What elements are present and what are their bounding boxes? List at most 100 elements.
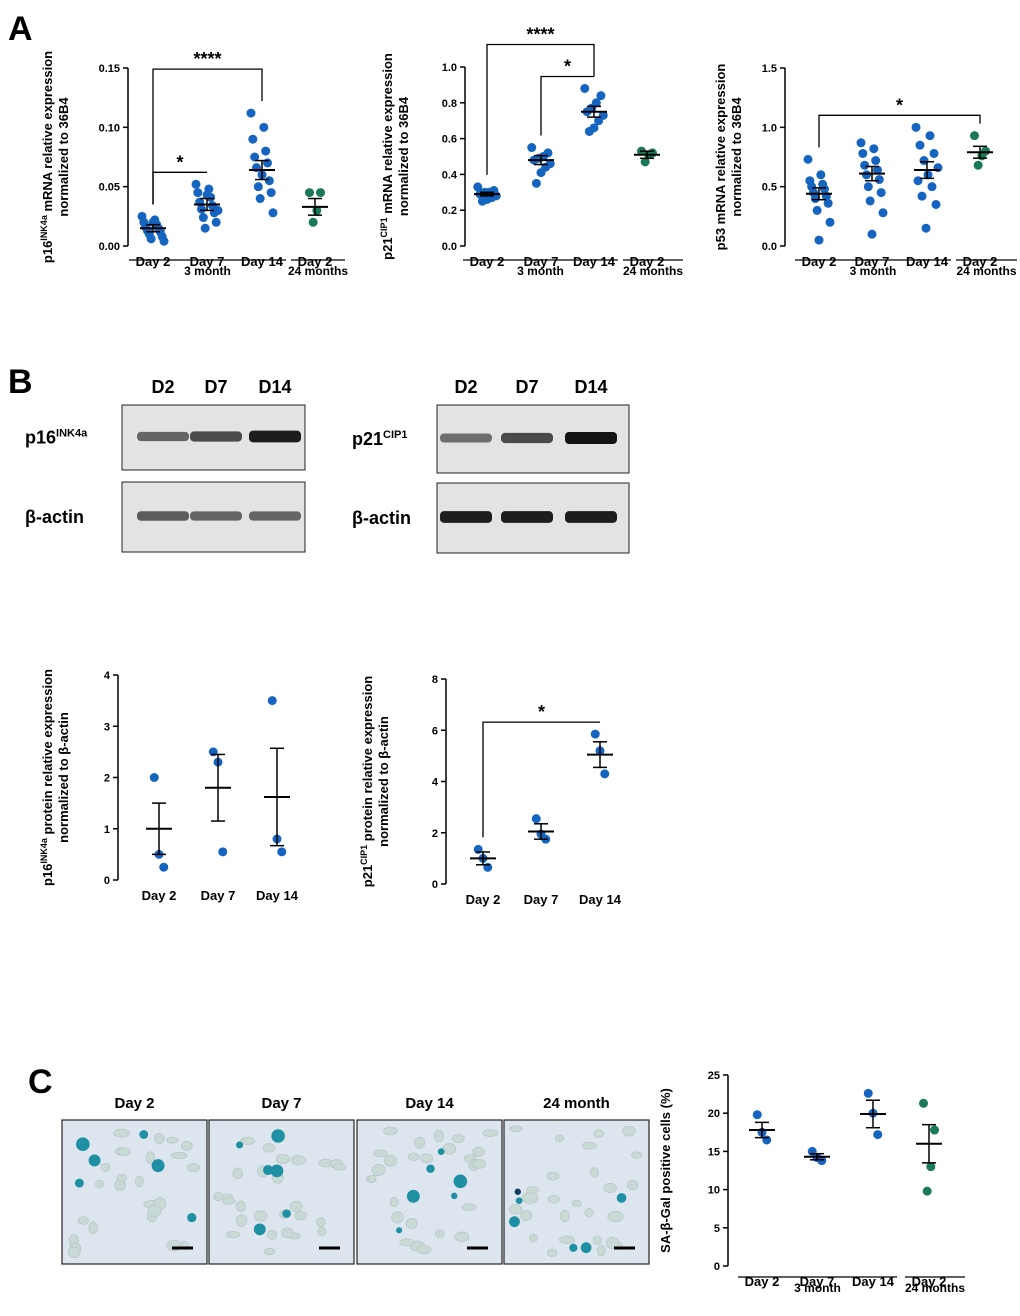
data-point <box>970 131 979 141</box>
micrograph-stained-cell <box>270 1164 284 1178</box>
micrograph-cell <box>631 1151 643 1159</box>
micrograph-cell <box>367 1174 377 1183</box>
y-tick-label: 0.10 <box>99 122 120 134</box>
micrograph-cell <box>414 1136 426 1149</box>
x-category-label: Day 14 <box>241 254 284 269</box>
micrograph-cell <box>607 1210 624 1223</box>
data-point <box>931 199 941 209</box>
data-point <box>596 91 606 101</box>
micrograph-title: Day 2 <box>114 1095 154 1112</box>
micrograph-cell <box>294 1211 308 1221</box>
data-point <box>146 234 156 244</box>
data-point <box>202 190 212 200</box>
micrograph-cell <box>526 1186 539 1194</box>
micrograph-stained-cell <box>406 1189 420 1203</box>
data-point <box>923 170 933 180</box>
x-category-label: Day 2 <box>912 1274 947 1289</box>
x-category-label: Day 14 <box>906 254 949 269</box>
data-point <box>584 126 594 136</box>
micrograph-cell <box>433 1129 444 1143</box>
data-point <box>477 196 487 206</box>
blot-row-label: p21CIP1 <box>352 429 408 449</box>
x-category-label: Day 14 <box>256 888 299 903</box>
micrograph-cell <box>383 1154 397 1167</box>
micrograph-cell <box>317 1226 327 1237</box>
micrograph-cell <box>316 1217 326 1228</box>
y-tick-label: 4 <box>432 777 439 789</box>
micrograph-cell <box>371 1164 386 1177</box>
data-point <box>266 188 276 198</box>
micrograph-cell <box>472 1146 485 1157</box>
y-tick-label: 0.8 <box>442 98 457 110</box>
micrograph-cell <box>213 1191 224 1202</box>
data-point <box>878 208 888 218</box>
y-tick-label: 8 <box>432 674 438 686</box>
y-tick-label: 0.05 <box>99 182 120 194</box>
significance-label: * <box>538 702 545 722</box>
y-tick-label: 0.2 <box>442 205 457 217</box>
blot-row-label: p16INK4a <box>25 428 88 448</box>
micrograph-cell <box>389 1197 399 1208</box>
micrograph-cell <box>399 1238 415 1247</box>
data-point <box>817 1156 827 1166</box>
data-point <box>159 236 169 246</box>
data-point <box>873 165 882 175</box>
data-point <box>531 178 541 188</box>
chart-p16-protein: 0 1 2 3 4 p16INK4a protein relative expressio… <box>39 669 299 903</box>
group-label: 3 month <box>850 264 897 278</box>
micrograph-cell <box>235 1214 248 1227</box>
micrograph-stained-cell <box>76 1137 90 1152</box>
data-point <box>871 156 881 166</box>
x-category-label: Day 2 <box>802 254 837 269</box>
y-axis-label-line2: normalized to β-actin <box>56 712 71 843</box>
data-point <box>250 152 260 162</box>
micrograph-cell <box>529 1233 538 1243</box>
data-point <box>929 148 939 158</box>
micrograph-cell <box>148 1205 162 1217</box>
data-point <box>858 148 868 158</box>
significance-label: * <box>176 152 183 172</box>
data-point <box>925 131 935 141</box>
x-category-label: Day 7 <box>524 254 559 269</box>
blot-band <box>249 511 301 521</box>
data-point <box>198 213 208 223</box>
micrograph-stained-cell <box>616 1193 627 1203</box>
y-axis-label: p21CIP1 protein relative expression <box>359 676 375 888</box>
y-tick-label: 4 <box>104 670 111 682</box>
micrograph-cell <box>267 1229 278 1240</box>
micrograph-cell <box>627 1179 639 1191</box>
y-tick-label: 1.5 <box>762 63 777 75</box>
micrograph-cell <box>77 1216 89 1225</box>
x-category-label: Day 14 <box>573 254 616 269</box>
group-label: 3 month <box>794 1281 841 1295</box>
blot-band <box>190 511 242 521</box>
significance-bracket <box>486 43 595 175</box>
y-tick-label: 0.00 <box>99 241 120 253</box>
data-point <box>926 1162 936 1172</box>
data-point <box>820 184 829 194</box>
panel-label-c: C <box>28 1063 53 1101</box>
data-point <box>259 122 269 132</box>
data-point <box>277 847 287 857</box>
x-category-label: Day 14 <box>579 892 622 907</box>
micrograph-stained-cell <box>569 1243 578 1252</box>
micrograph-stained-cell <box>74 1178 84 1188</box>
micrograph-stained-cell <box>151 1159 165 1173</box>
micrograph-cell <box>571 1200 582 1207</box>
micrograph-cell <box>451 1134 465 1144</box>
data-point <box>803 154 813 164</box>
group-label: 24 months <box>288 264 348 278</box>
y-tick-label: 6 <box>432 725 438 737</box>
x-category-label: Day 7 <box>524 892 559 907</box>
micrograph-cell <box>240 1136 256 1145</box>
y-tick-label: 0.6 <box>442 134 457 146</box>
micrograph-cell <box>509 1125 523 1133</box>
micrograph-row: Day 2 Day 7 Day 14 24 month <box>61 1095 650 1265</box>
micrograph-cell <box>95 1179 104 1189</box>
micrograph-cell <box>289 1200 303 1213</box>
y-tick-label: 1.0 <box>762 122 777 134</box>
data-point <box>867 229 877 239</box>
micrograph-cell <box>596 1245 606 1257</box>
micrograph-cell <box>454 1231 470 1242</box>
